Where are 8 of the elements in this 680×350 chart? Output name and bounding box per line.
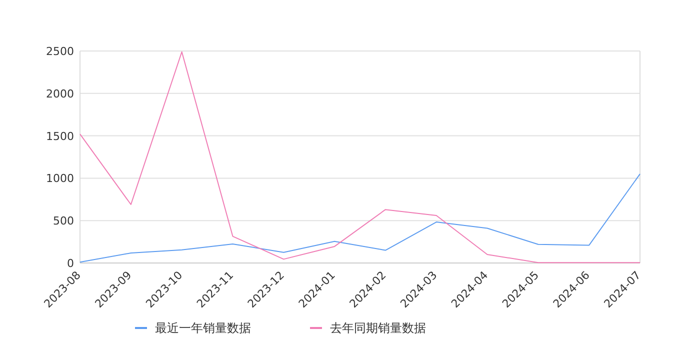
y-tick-label: 1500 <box>46 130 74 143</box>
y-tick-label: 500 <box>53 214 74 228</box>
y-tick-label: 1000 <box>46 172 74 186</box>
y-tick-label: 2000 <box>46 87 74 100</box>
legend-label: 最近一年销量数据 <box>155 321 251 335</box>
legend-label: 去年同期销量数据 <box>330 321 426 335</box>
y-tick-label: 2500 <box>46 45 74 58</box>
y-tick-label: 0 <box>67 257 74 270</box>
